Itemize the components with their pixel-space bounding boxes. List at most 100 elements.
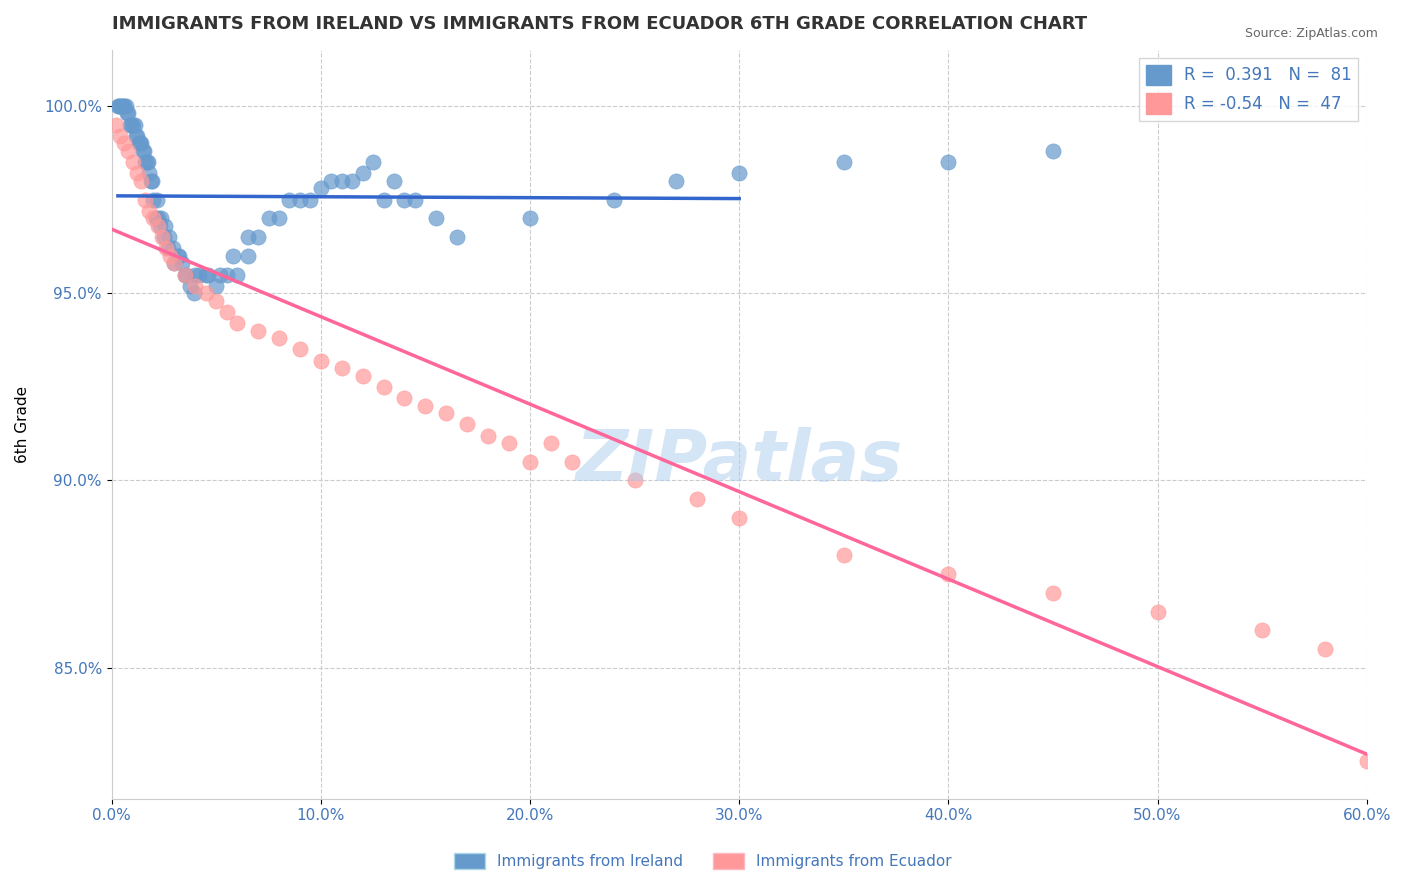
Point: [155, 241, 177, 255]
Point: [149, 219, 172, 233]
Point: [394, 193, 416, 207]
Text: Source: ZipAtlas.com: Source: ZipAtlas.com: [1244, 27, 1378, 40]
Point: [330, 361, 353, 376]
Point: [120, 118, 142, 132]
Point: [115, 99, 138, 113]
Point: [247, 324, 270, 338]
Point: [146, 211, 169, 226]
Point: [602, 193, 624, 207]
Point: [352, 368, 374, 383]
Point: [142, 211, 165, 226]
Point: [197, 268, 219, 282]
Point: [394, 391, 416, 405]
Point: [226, 268, 249, 282]
Point: [446, 230, 468, 244]
Point: [215, 268, 238, 282]
Point: [425, 211, 447, 226]
Point: [540, 436, 562, 450]
Point: [194, 268, 217, 282]
Point: [149, 211, 172, 226]
Point: [728, 166, 751, 180]
Point: [136, 155, 159, 169]
Y-axis label: 6th Grade: 6th Grade: [15, 385, 30, 463]
Point: [309, 353, 332, 368]
Point: [561, 455, 583, 469]
Point: [434, 406, 457, 420]
Point: [832, 155, 855, 169]
Point: [159, 249, 181, 263]
Point: [163, 256, 186, 270]
Point: [288, 343, 311, 357]
Point: [288, 193, 311, 207]
Point: [129, 136, 152, 151]
Point: [340, 174, 363, 188]
Point: [129, 174, 152, 188]
Point: [124, 118, 146, 132]
Text: IMMIGRANTS FROM IRELAND VS IMMIGRANTS FROM ECUADOR 6TH GRADE CORRELATION CHART: IMMIGRANTS FROM IRELAND VS IMMIGRANTS FR…: [111, 15, 1087, 33]
Point: [188, 268, 211, 282]
Point: [104, 118, 127, 132]
Point: [404, 193, 426, 207]
Point: [174, 268, 197, 282]
Point: [107, 99, 129, 113]
Point: [209, 268, 232, 282]
Point: [145, 211, 167, 226]
Point: [117, 106, 139, 120]
Point: [382, 174, 405, 188]
Point: [121, 155, 143, 169]
Point: [121, 118, 143, 132]
Point: [128, 136, 150, 151]
Point: [938, 155, 960, 169]
Point: [142, 193, 165, 207]
Point: [146, 219, 169, 233]
Point: [1313, 642, 1336, 657]
Point: [141, 174, 163, 188]
Point: [157, 230, 180, 244]
Point: [128, 136, 150, 151]
Point: [267, 331, 290, 345]
Point: [519, 211, 541, 226]
Point: [125, 128, 148, 143]
Point: [373, 193, 395, 207]
Point: [1042, 144, 1064, 158]
Point: [184, 268, 207, 282]
Point: [108, 128, 131, 143]
Point: [686, 492, 709, 507]
Point: [728, 511, 751, 525]
Point: [134, 155, 156, 169]
Point: [117, 144, 139, 158]
Point: [157, 241, 180, 255]
Point: [108, 99, 131, 113]
Legend: R =  0.391   N =  81, R = -0.54   N =  47: R = 0.391 N = 81, R = -0.54 N = 47: [1139, 58, 1358, 120]
Point: [121, 118, 143, 132]
Point: [170, 256, 193, 270]
Point: [519, 455, 541, 469]
Point: [373, 380, 395, 394]
Point: [173, 268, 195, 282]
Point: [166, 249, 188, 263]
Point: [132, 144, 155, 158]
Point: [163, 256, 186, 270]
Point: [1251, 624, 1274, 638]
Point: [125, 166, 148, 180]
Point: [623, 474, 645, 488]
Point: [124, 128, 146, 143]
Point: [1042, 586, 1064, 600]
Point: [112, 136, 135, 151]
Point: [361, 155, 384, 169]
Point: [247, 230, 270, 244]
Point: [108, 99, 131, 113]
Point: [832, 549, 855, 563]
Point: [415, 399, 437, 413]
Point: [215, 305, 238, 319]
Point: [145, 193, 167, 207]
Point: [162, 241, 184, 255]
Point: [665, 174, 688, 188]
Point: [498, 436, 520, 450]
Point: [112, 99, 135, 113]
Point: [330, 174, 353, 188]
Text: ZIPatlas: ZIPatlas: [575, 427, 903, 496]
Legend: Immigrants from Ireland, Immigrants from Ecuador: Immigrants from Ireland, Immigrants from…: [449, 847, 957, 875]
Point: [226, 316, 249, 330]
Point: [236, 230, 259, 244]
